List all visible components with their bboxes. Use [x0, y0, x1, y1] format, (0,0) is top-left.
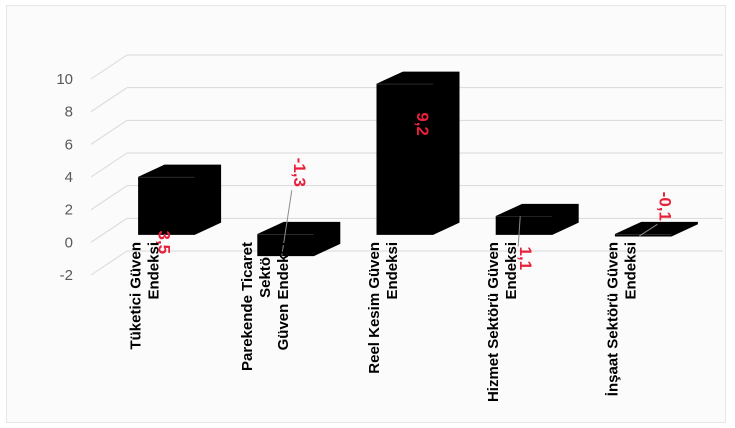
leader-line [517, 216, 521, 247]
y-tick-label: -2 [60, 267, 73, 284]
category-label: Endeksi [384, 242, 401, 300]
gridline-depth [90, 87, 128, 113]
gridline-depth [90, 185, 128, 211]
data-label: -1,3 [290, 158, 309, 187]
category-label: Hizmet Sektörü Güven [485, 242, 502, 402]
y-tick-label: 0 [65, 234, 73, 251]
data-label: -0,1 [655, 192, 674, 221]
bar [614, 221, 698, 237]
category-label: Reel Kesim Güven [366, 242, 383, 374]
category-label: Parekende Ticaret [239, 242, 256, 371]
gridline-depth [90, 54, 128, 80]
bar [257, 221, 341, 257]
category-label: Tüketici Güven [128, 242, 145, 350]
leader-lines-layer [281, 190, 658, 256]
y-tick-label: 10 [56, 71, 73, 88]
data-label: 1,1 [516, 247, 535, 271]
bar [495, 203, 579, 235]
y-tick-label: 8 [65, 104, 73, 121]
category-label: Güven Endeksi [275, 242, 292, 350]
y-tick-label: 2 [65, 202, 73, 219]
category-label: İnşaat Sektörü Güven [604, 242, 621, 396]
gridline-depth [90, 217, 128, 243]
data-label: 3,5 [155, 231, 174, 255]
bar [376, 71, 460, 235]
y-tick-label: 6 [65, 136, 73, 153]
bars-layer [138, 71, 698, 257]
gridline-depth [90, 119, 128, 145]
gridline-depth [90, 250, 128, 276]
data-labels-layer: 3,5 -1,3 9,2 1,1 -0,1 [155, 112, 675, 270]
category-label: Sektörü [257, 242, 274, 298]
chart-frame: -2 0 2 4 6 8 10 3,5 -1,3 9,2 1,1 -0,1 Tüketici Güv… [6, 5, 726, 423]
y-axis-ticks: -2 0 2 4 6 8 10 [56, 71, 73, 284]
gridline-depth [90, 152, 128, 178]
category-label: Endeksi [503, 242, 520, 300]
leader-line [639, 223, 658, 237]
bar-chart-3d: -2 0 2 4 6 8 10 3,5 -1,3 9,2 1,1 -0,1 Tüketici Güv… [56, 54, 723, 402]
category-label: Endeksi [146, 242, 163, 300]
category-label: Endeksi [622, 242, 639, 300]
data-label: 9,2 [413, 112, 432, 136]
bar [138, 164, 222, 235]
leader-line [281, 190, 293, 256]
y-tick-label: 4 [65, 169, 73, 186]
category-labels-layer: Tüketici Güven Endeksi Parekende Ticaret Se… [128, 242, 640, 402]
